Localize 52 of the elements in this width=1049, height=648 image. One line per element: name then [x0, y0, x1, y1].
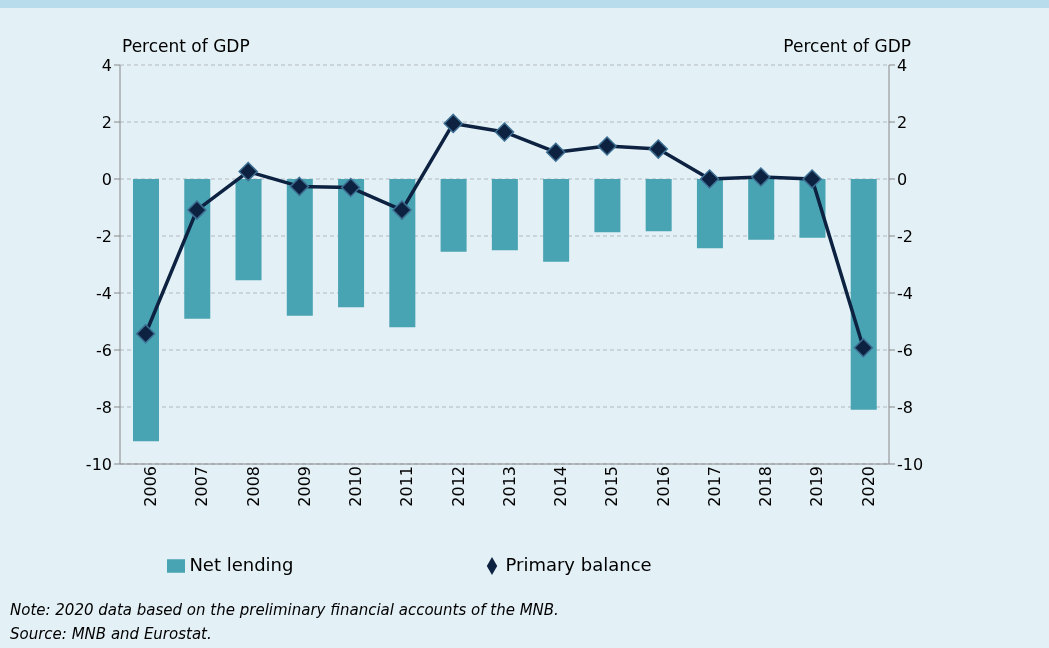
y2-tick-label: 2	[897, 112, 908, 132]
point	[546, 142, 566, 162]
source-note: Source: MNB and Eurostat.	[10, 624, 213, 645]
x-tick-label: 2018	[756, 466, 776, 507]
y-tick-label: -6	[96, 340, 112, 360]
point	[494, 122, 515, 142]
y2-tick-label: -10	[897, 454, 924, 474]
y-tick-label: -8	[96, 397, 112, 417]
y-axis-title: Percent of GDP	[122, 36, 250, 56]
y2-tick-label: -6	[897, 340, 913, 360]
x-tick-label: 2016	[653, 466, 673, 507]
y2-tick-label: -4	[897, 283, 913, 303]
x-tick-label: 2020	[858, 466, 878, 507]
legend-label: Net lending	[189, 554, 294, 575]
y-tick-label: -4	[96, 283, 112, 303]
y2-tick-label: -8	[897, 397, 913, 417]
y-tick-label: 4	[101, 55, 112, 75]
y2-tick-label: -2	[897, 226, 913, 246]
legend-label: Primary balance	[505, 554, 652, 575]
y2-axis-title: Percent of GDP	[783, 36, 911, 56]
x-tick-label: 2007	[192, 466, 212, 507]
point	[802, 169, 822, 189]
x-tick-label: 2009	[294, 466, 314, 507]
x-tick-label: 2013	[499, 466, 519, 507]
point	[443, 113, 463, 134]
x-tick-label: 2006	[140, 466, 160, 507]
y-tick-label: 0	[101, 169, 112, 189]
point	[392, 200, 412, 220]
point	[340, 177, 361, 198]
point	[648, 139, 669, 159]
point	[187, 200, 207, 220]
x-tick-label: 2017	[704, 466, 724, 507]
point	[699, 169, 720, 189]
x-tick-label: 2019	[807, 466, 827, 507]
y2-tick-label: 0	[897, 169, 908, 189]
x-tick-label: 2008	[243, 466, 263, 507]
x-tick-label: 2011	[397, 466, 417, 507]
y-tick-label: 2	[101, 112, 112, 132]
point	[853, 337, 874, 358]
point	[135, 324, 156, 344]
y-tick-label: -2	[96, 226, 112, 246]
point	[597, 136, 617, 156]
point	[289, 176, 310, 197]
x-tick-label: 2015	[602, 466, 622, 507]
y-tick-label: -10	[85, 454, 112, 474]
point	[238, 161, 258, 182]
y2-tick-label: 4	[897, 55, 908, 75]
point	[751, 167, 771, 187]
x-tick-label: 2012	[448, 466, 468, 507]
x-tick-label: 2014	[551, 466, 571, 507]
text: Note: 2020 data based on the preliminary financial accounts of the MNB.	[10, 600, 559, 621]
x-tick-label: 2010	[346, 466, 366, 507]
